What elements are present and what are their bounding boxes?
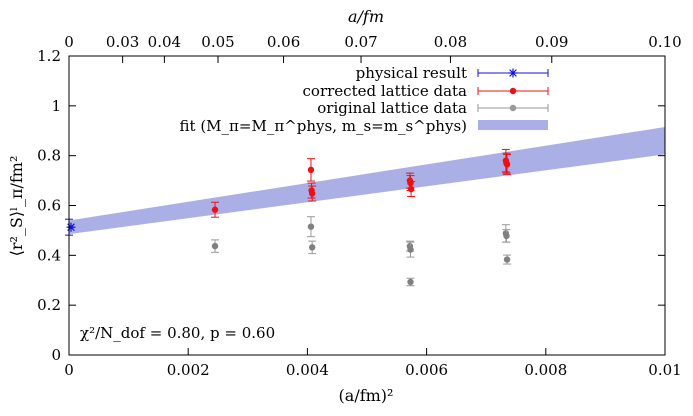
legend-symbol-fit	[478, 120, 548, 130]
original-data-point	[211, 242, 219, 250]
corrected-data-point	[308, 190, 316, 197]
corrected-data-point	[407, 179, 414, 187]
legend-corrected-marker	[509, 87, 517, 95]
x-tick-label: 0.006	[405, 361, 448, 379]
original-data-point	[503, 256, 511, 263]
original-data-point	[407, 246, 414, 253]
original-data-layer	[211, 216, 512, 287]
y-tick-label: 1.2	[37, 47, 61, 65]
top-tick-label: 0.04	[148, 33, 181, 51]
legend-symbol-corrected	[477, 87, 549, 95]
original-data-point	[307, 223, 315, 230]
y-tick-label: 0.6	[37, 197, 61, 215]
y-tick-label: 0	[51, 346, 61, 364]
top-axis-ticks: 0 0.03 0.04 0.05 0.06 0.07 0.08 0.09 0.10	[64, 33, 682, 63]
top-tick-label: 0.08	[434, 33, 467, 51]
corrected-data-layer	[211, 148, 512, 218]
corrected-data-point	[211, 206, 219, 213]
y-axis-ticks: 0 0.2 0.4 0.6 0.8 1 1.2	[37, 47, 665, 364]
legend-symbol-physical	[477, 68, 549, 78]
original-data-point	[503, 232, 510, 240]
original-data-point	[407, 278, 414, 286]
legend-original-marker	[509, 104, 517, 112]
corrected-data-point	[307, 166, 315, 174]
legend-label-physical: physical result	[356, 64, 467, 82]
top-tick-label: 0.03	[106, 33, 139, 51]
y-tick-label: 0.4	[37, 246, 61, 264]
top-tick-label: 0.06	[267, 33, 300, 51]
y-tick-label: 0.2	[37, 296, 61, 314]
fit-band	[69, 127, 665, 235]
y-tick-label: 1	[51, 97, 61, 115]
legend-label-original: original lattice data	[317, 99, 467, 117]
top-tick-label: 0.07	[344, 33, 377, 51]
x-axis-title: (a/fm)²	[339, 386, 394, 405]
legend-label-fit: fit (M_π=M_π^phys, m_s=m_s^phys)	[180, 117, 467, 135]
fit-quality-annotation: χ²/N_dof = 0.80, p = 0.60	[80, 324, 275, 342]
x-tick-label: 0	[64, 361, 74, 379]
legend: physical result corrected lattice data o…	[180, 64, 549, 135]
top-axis-title: a/fm	[348, 7, 384, 26]
x-axis-ticks: 0 0.002 0.004 0.006 0.008 0.01	[64, 348, 682, 379]
y-tick-label: 0.8	[37, 147, 61, 165]
y-axis-title: ⟨r²_S⟩ˡ_π/fm²	[7, 156, 26, 257]
x-tick-label: 0.004	[286, 361, 329, 379]
legend-physical-marker	[509, 69, 517, 77]
x-tick-label: 0.01	[648, 361, 681, 379]
corrected-data-point	[503, 161, 511, 168]
x-tick-label: 0.008	[524, 361, 567, 379]
x-tick-label: 0.002	[167, 361, 210, 379]
top-tick-label: 0.10	[648, 33, 681, 51]
legend-symbol-original	[477, 104, 549, 112]
corrected-data-point	[407, 185, 415, 193]
top-tick-label: 0.05	[201, 33, 234, 51]
top-tick-label: 0	[64, 33, 74, 51]
top-tick-label: 0.09	[535, 33, 568, 51]
original-data-point	[308, 244, 316, 251]
legend-label-corrected: corrected lattice data	[303, 82, 468, 100]
